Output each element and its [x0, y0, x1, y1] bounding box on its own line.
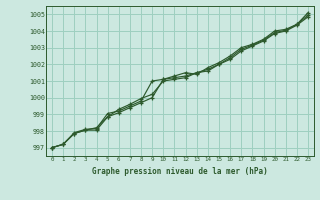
X-axis label: Graphe pression niveau de la mer (hPa): Graphe pression niveau de la mer (hPa)	[92, 167, 268, 176]
